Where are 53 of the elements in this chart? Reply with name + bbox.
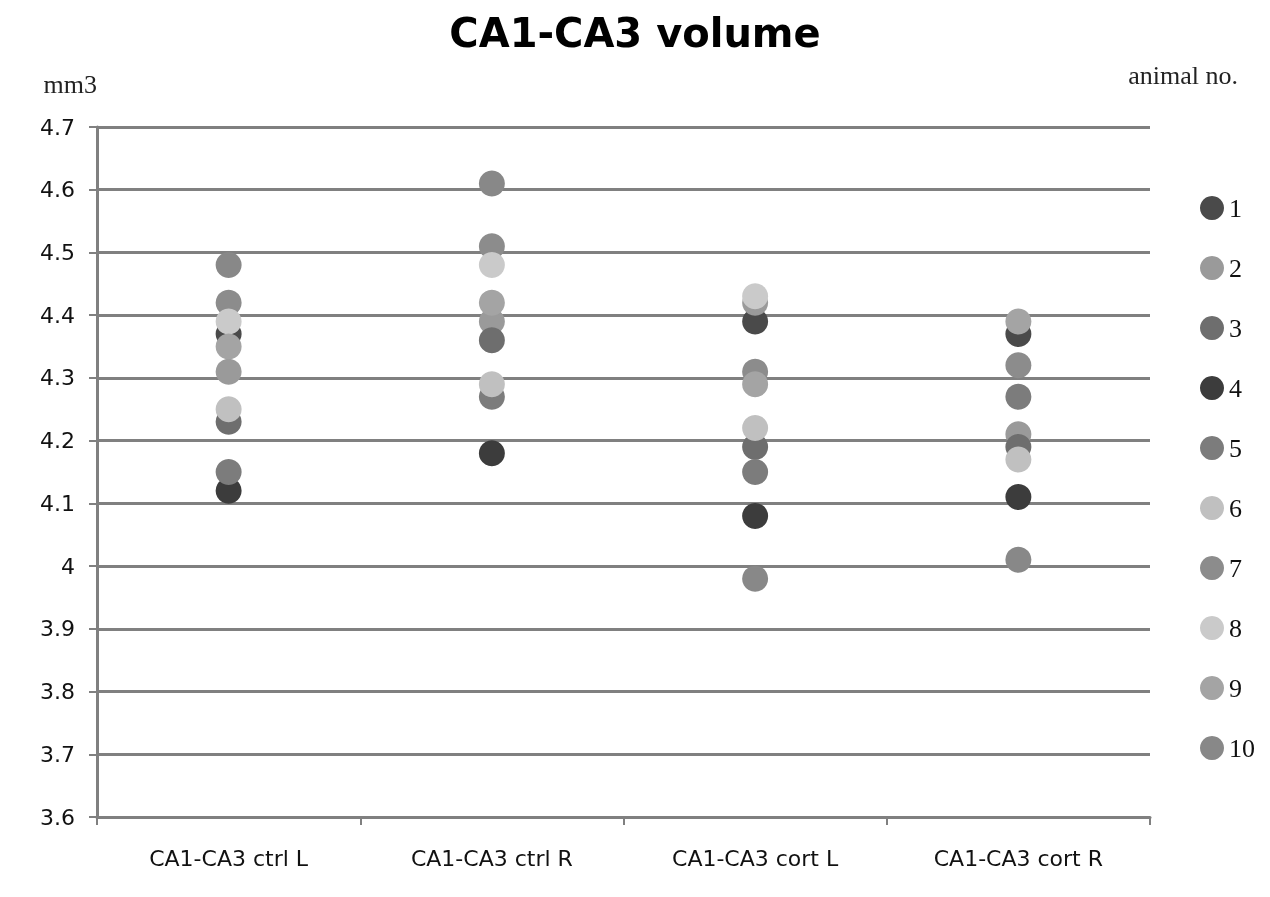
y-tick-label: 3.6 bbox=[40, 804, 75, 830]
point bbox=[1005, 352, 1032, 379]
y-tick-label: 4.3 bbox=[40, 365, 75, 391]
point bbox=[742, 459, 769, 485]
point bbox=[1005, 484, 1032, 511]
legend-label: 9 bbox=[1229, 673, 1242, 703]
y-tick-label: 3.9 bbox=[40, 616, 75, 642]
x-tick-label: CA1-CA3 cort L bbox=[672, 845, 839, 871]
point bbox=[742, 502, 769, 529]
point bbox=[1005, 383, 1032, 410]
y-tick-label: 4.6 bbox=[40, 177, 75, 203]
point bbox=[742, 371, 769, 398]
point bbox=[215, 308, 242, 335]
y-tick-label: 4 bbox=[61, 553, 75, 579]
y-tick-label: 4.5 bbox=[40, 239, 75, 265]
point bbox=[215, 333, 242, 360]
legend-title: animal no. bbox=[1128, 60, 1239, 90]
point bbox=[478, 289, 505, 316]
point bbox=[478, 327, 505, 354]
x-tick-label: CA1-CA3 ctrl R bbox=[410, 845, 573, 871]
point bbox=[742, 415, 769, 442]
point bbox=[1005, 308, 1032, 335]
legend-label: 10 bbox=[1229, 733, 1255, 763]
point bbox=[742, 565, 769, 592]
y-tick-label: 4.2 bbox=[40, 428, 75, 454]
chart-title: CA1-CA3 volume bbox=[449, 10, 821, 56]
x-tick-label: CA1-CA3 cort R bbox=[933, 845, 1104, 871]
y-tick-label: 3.8 bbox=[40, 679, 75, 705]
legend-label: 4 bbox=[1229, 373, 1242, 403]
y-tick-label: 4.4 bbox=[40, 302, 75, 328]
point bbox=[215, 459, 242, 485]
point bbox=[1005, 546, 1032, 573]
legend-label: 7 bbox=[1229, 553, 1242, 583]
legend-label: 8 bbox=[1229, 613, 1242, 643]
point bbox=[478, 440, 505, 467]
legend-label: 2 bbox=[1229, 253, 1242, 283]
point bbox=[478, 371, 505, 398]
legend-label: 5 bbox=[1229, 433, 1242, 463]
point bbox=[478, 252, 505, 278]
y-tick-label: 3.7 bbox=[40, 741, 75, 767]
legend-label: 1 bbox=[1229, 193, 1242, 223]
point bbox=[215, 396, 242, 423]
y-axis-title: mm3 bbox=[43, 69, 97, 99]
point bbox=[215, 358, 242, 385]
x-tick-label: CA1-CA3 ctrl L bbox=[149, 845, 309, 871]
y-tick-label: 4.7 bbox=[40, 114, 75, 140]
point bbox=[1005, 446, 1032, 473]
y-tick-label: 4.1 bbox=[40, 490, 75, 516]
legend-label: 6 bbox=[1229, 493, 1242, 523]
point bbox=[215, 252, 242, 278]
legend-label: 3 bbox=[1229, 313, 1242, 343]
point bbox=[742, 283, 769, 310]
point bbox=[478, 170, 505, 197]
